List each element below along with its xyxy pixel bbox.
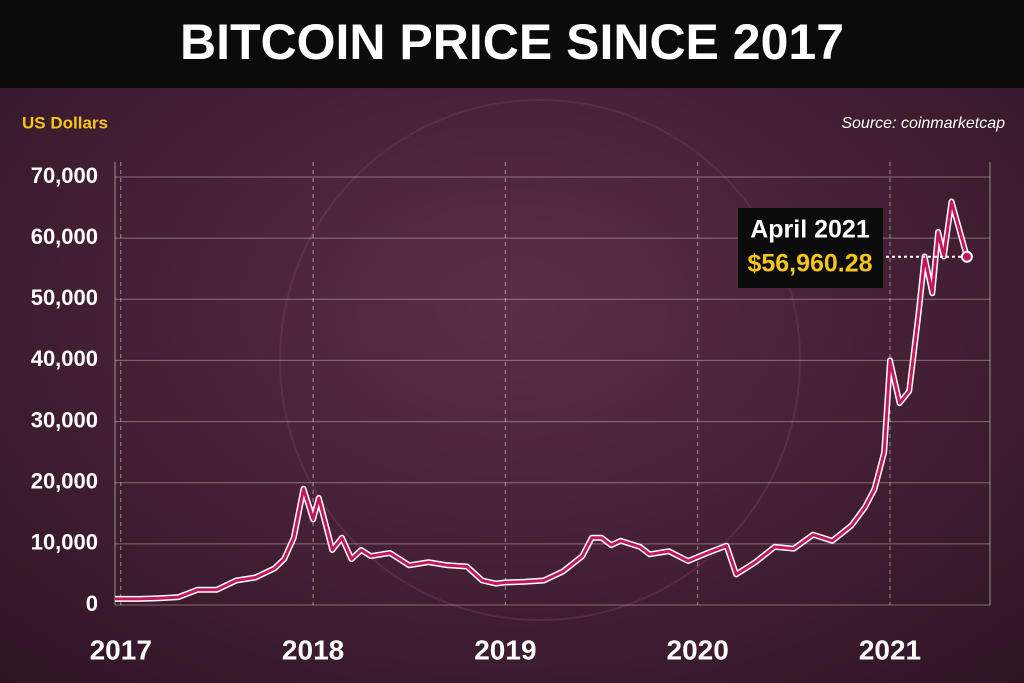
x-tick-label: 2021 (859, 634, 921, 665)
chart-title: BITCOIN PRICE SINCE 2017 (180, 14, 844, 70)
background-coin (279, 99, 801, 621)
y-axis-label: US Dollars (22, 113, 108, 132)
y-tick-label: 10,000 (31, 530, 98, 555)
y-tick-label: 40,000 (31, 346, 98, 371)
title-bar (0, 0, 1024, 88)
y-tick-label: 30,000 (31, 407, 98, 432)
y-tick-label: 50,000 (31, 285, 98, 310)
y-tick-label: 0 (86, 591, 98, 616)
y-tick-label: 60,000 (31, 224, 98, 249)
x-tick-label: 2017 (90, 634, 152, 665)
annotation-value: $56,960.28 (747, 250, 872, 278)
y-tick-label: 70,000 (31, 163, 98, 188)
source: Source: coinmarketcap (841, 115, 1005, 132)
x-tick-label: 2020 (667, 634, 729, 665)
x-tick-label: 2018 (282, 634, 344, 665)
line (115, 200, 969, 601)
annotation-box (738, 208, 883, 288)
end-point (960, 250, 973, 263)
annotation-title: April 2021 (750, 216, 870, 244)
y-tick-label: 20,000 (31, 469, 98, 494)
x-tick-label: 2019 (474, 634, 536, 665)
